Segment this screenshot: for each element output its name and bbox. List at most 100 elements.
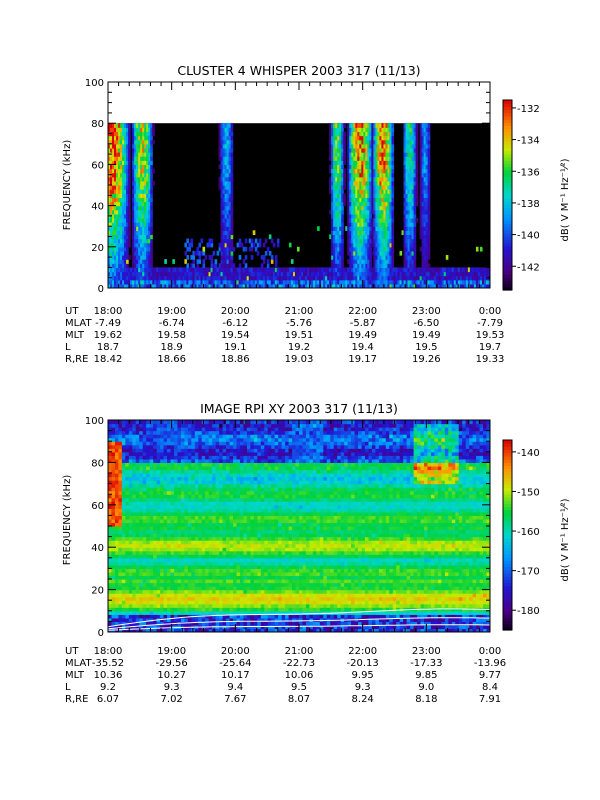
ephemeris-value: 19.26 xyxy=(412,354,441,365)
spectrogram-cell xyxy=(391,127,395,133)
spectrogram-cell xyxy=(132,508,137,513)
spectrogram-cell xyxy=(120,139,123,145)
y-tick-label: 40 xyxy=(91,202,104,213)
spectrogram-cell xyxy=(116,217,119,223)
spectrogram-cell xyxy=(355,189,358,194)
spectrogram-cell xyxy=(305,275,308,281)
spectrogram-cell xyxy=(236,275,240,281)
spectrogram-cell xyxy=(407,127,411,133)
spectrogram-cell xyxy=(114,205,117,211)
spectrogram-cell xyxy=(423,123,427,128)
spectrogram-cell xyxy=(276,267,280,273)
spectrogram-cell xyxy=(146,246,149,252)
spectrogram-cell xyxy=(128,164,131,170)
spectrogram-cell xyxy=(371,185,374,190)
spectrogram-cell xyxy=(148,275,151,281)
spectrogram-cell xyxy=(132,238,135,244)
spectrogram-cell xyxy=(153,607,158,612)
spectrogram-cell xyxy=(162,267,165,273)
spectrogram-cell xyxy=(153,614,158,619)
spectrogram-cell xyxy=(423,185,427,190)
spectrogram-cell xyxy=(226,226,230,231)
spectrogram-cell xyxy=(413,255,417,260)
spectrogram-cell xyxy=(381,185,385,190)
spectrogram-cell xyxy=(142,135,145,141)
spectrogram-cell xyxy=(335,164,338,170)
spectrogram-cell xyxy=(391,267,395,273)
spectrogram-cell xyxy=(208,267,212,273)
spectrogram-cell xyxy=(439,271,443,277)
spectrogram-cell xyxy=(121,621,126,626)
spectrogram-cell xyxy=(264,267,268,273)
spectrogram-cell xyxy=(153,600,158,605)
spectrogram-cell xyxy=(363,209,366,215)
colorbar-swatch xyxy=(503,115,512,120)
spectrogram-cell xyxy=(178,283,181,288)
spectrogram-cell xyxy=(405,127,409,133)
spectrogram-cell xyxy=(230,209,234,215)
ephemeris-value: -5.87 xyxy=(350,318,376,329)
spectrogram-cell xyxy=(163,458,168,463)
spectrogram-cell xyxy=(167,497,172,502)
spectrogram-cell xyxy=(224,217,228,223)
spectrogram-cell xyxy=(116,176,119,182)
spectrogram-cell xyxy=(341,205,344,211)
spectrogram-cell xyxy=(192,283,196,288)
ephemeris-value: 19.58 xyxy=(157,330,186,341)
ephemeris-row-label: R,RE xyxy=(65,354,88,365)
spectrogram-cell xyxy=(132,201,135,207)
spectrogram-cell xyxy=(114,127,117,133)
spectrogram-cell xyxy=(132,465,137,471)
spectrogram-cell xyxy=(244,271,248,277)
spectrogram-cell xyxy=(108,564,113,569)
spectrogram-cell xyxy=(177,571,182,577)
spectrogram-cell xyxy=(439,279,443,285)
spectrogram-cell xyxy=(355,279,358,285)
spectrogram-cell xyxy=(150,135,153,141)
spectrogram-cell xyxy=(210,271,214,277)
spectrogram-cell xyxy=(153,451,158,456)
spectrogram-cell xyxy=(365,147,368,153)
spectrogram-cell xyxy=(301,275,304,281)
spectrogram-cell xyxy=(150,127,153,133)
spectrogram-cell xyxy=(170,469,175,474)
spectrogram-cell xyxy=(367,164,370,170)
spectrogram-cell xyxy=(112,131,115,137)
spectrogram-cell xyxy=(149,511,154,516)
spectrogram-cell xyxy=(148,259,151,264)
spectrogram-cell xyxy=(130,283,133,288)
spectrogram-cell xyxy=(163,487,168,492)
spectrogram-cell xyxy=(425,217,429,223)
spectrogram-cell xyxy=(124,168,127,174)
spectrogram-cell xyxy=(142,263,145,268)
spectrogram-cell xyxy=(125,487,130,492)
spectrogram-cell xyxy=(353,267,356,273)
spectrogram-cell xyxy=(120,197,123,203)
spectrogram-cell xyxy=(140,147,143,153)
spectrogram-cell xyxy=(138,263,141,268)
spectrogram-cell xyxy=(149,515,154,520)
spectrogram-cell xyxy=(407,168,411,174)
spectrogram-cell xyxy=(108,462,113,467)
spectrogram-cell xyxy=(451,267,455,273)
spectrogram-cell xyxy=(387,176,391,182)
spectrogram-cell xyxy=(170,586,175,591)
spectrogram-cell xyxy=(222,143,226,149)
spectrogram-cell xyxy=(108,568,113,573)
spectrogram-cell xyxy=(114,217,117,223)
spectrogram-cell xyxy=(226,263,230,268)
spectrogram-cell xyxy=(266,263,270,268)
spectrogram-cell xyxy=(132,586,137,591)
spectrogram-cell xyxy=(114,185,117,190)
spectrogram-cell xyxy=(274,255,278,260)
spectrogram-cell xyxy=(351,135,354,141)
spectrogram-cell xyxy=(118,547,123,552)
spectrogram-cell xyxy=(132,526,137,531)
spectrogram-cell xyxy=(144,234,147,240)
spectrogram-cell xyxy=(146,607,151,612)
spectrogram-cell xyxy=(124,226,127,231)
spectrogram-cell xyxy=(365,271,368,277)
spectrogram-cell xyxy=(256,283,260,288)
spectrogram-cell xyxy=(163,536,168,541)
spectrogram-cell xyxy=(351,143,354,149)
